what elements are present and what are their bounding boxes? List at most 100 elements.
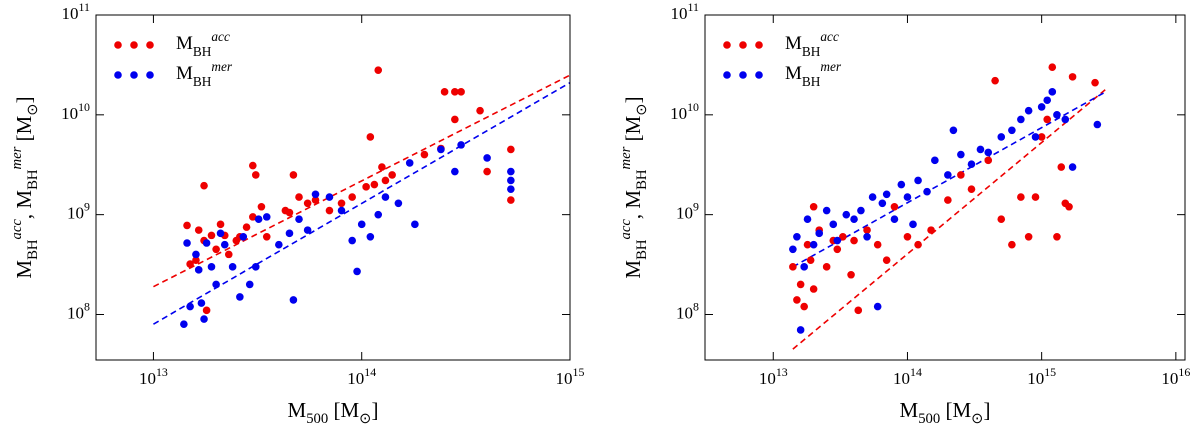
point [1017, 193, 1025, 201]
point [207, 231, 216, 240]
point [890, 202, 899, 211]
point [194, 266, 203, 274]
point [863, 226, 871, 234]
point [262, 213, 271, 221]
x-tick-label: 1014 [893, 365, 922, 388]
point [378, 163, 386, 171]
point [411, 220, 419, 229]
point [796, 326, 805, 334]
point [829, 220, 838, 229]
point [200, 181, 208, 190]
point [944, 171, 952, 179]
point [192, 250, 200, 259]
y-axis-label: MBHacc, MBHmer [M⊙] [618, 96, 650, 278]
legend-marker [723, 41, 731, 49]
point [202, 306, 211, 315]
point [180, 320, 188, 328]
point [200, 315, 208, 323]
point [381, 176, 390, 185]
point [833, 245, 842, 254]
point [192, 256, 200, 264]
point [847, 270, 855, 279]
point [850, 236, 858, 245]
legend-marker [114, 71, 122, 79]
point [207, 263, 216, 271]
legend-marker [723, 71, 731, 79]
x-tick-label: 1015 [1027, 365, 1056, 388]
legend-marker [755, 41, 763, 49]
point [325, 206, 334, 215]
point [311, 196, 320, 204]
point [931, 156, 939, 165]
point [1068, 73, 1077, 81]
point [507, 176, 515, 185]
point [437, 145, 445, 154]
point [1043, 96, 1052, 105]
point [353, 267, 361, 276]
point [914, 176, 922, 185]
point [873, 302, 882, 311]
point [967, 160, 976, 169]
point [903, 233, 912, 241]
point [822, 263, 831, 271]
point [1053, 233, 1061, 241]
point [483, 154, 491, 162]
point [1091, 78, 1099, 87]
point [1093, 120, 1102, 129]
point [242, 223, 251, 231]
point [793, 296, 801, 304]
x-axis-label: M500 [M⊙] [900, 398, 991, 428]
point [362, 183, 370, 191]
point [873, 240, 882, 249]
point [476, 106, 484, 115]
point [507, 185, 515, 193]
point [927, 226, 935, 234]
point [239, 233, 248, 241]
point [806, 256, 815, 264]
point [245, 280, 254, 289]
point [194, 226, 203, 234]
point [366, 133, 375, 141]
point [909, 220, 917, 229]
point [212, 245, 220, 254]
point [1037, 133, 1046, 141]
point [451, 88, 459, 96]
y-tick-label: 1010 [61, 100, 90, 123]
point [337, 206, 346, 215]
point [212, 280, 220, 289]
legend-marker [739, 71, 747, 79]
point [337, 199, 346, 208]
y-tick-label: 1011 [671, 0, 700, 23]
point [957, 150, 965, 159]
point [289, 171, 298, 179]
point [857, 206, 865, 215]
point [803, 215, 812, 224]
point [370, 180, 379, 189]
point [285, 208, 294, 217]
point [882, 190, 891, 199]
y-tick-label: 1010 [670, 100, 699, 123]
legend-marker [146, 71, 154, 79]
point [984, 148, 993, 157]
point [381, 193, 390, 201]
y-axis-label: MBHacc, MBHmer [M⊙] [9, 96, 41, 278]
legend-label: MBHmer [785, 59, 842, 89]
point [1057, 163, 1066, 171]
point [1061, 115, 1070, 124]
fit-line [792, 88, 1107, 350]
point [914, 240, 922, 249]
panel: 1013 1014 1015 1016 108 109 1010 1011 M500 [M⊙] M… [618, 0, 1190, 427]
point [984, 156, 993, 165]
point [220, 240, 229, 249]
x-tick-label: 1016 [1161, 365, 1190, 388]
y-tick-label: 1011 [62, 0, 91, 23]
point [348, 193, 356, 201]
point [388, 171, 396, 179]
point [997, 215, 1006, 224]
point [1053, 111, 1061, 119]
y-tick-label: 109 [676, 199, 699, 222]
x-axis-label: M500 [M⊙] [288, 398, 379, 428]
point [186, 260, 194, 268]
x-tick-label: 1014 [347, 365, 376, 388]
